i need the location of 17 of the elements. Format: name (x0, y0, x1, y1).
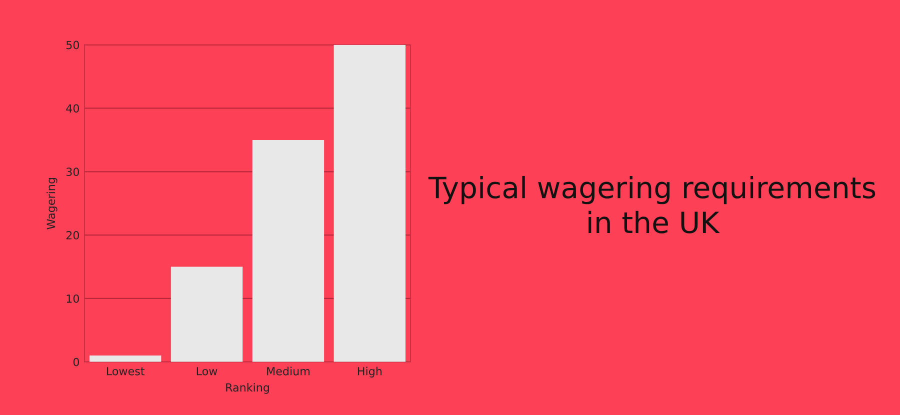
bar (170, 266, 243, 362)
x-tick-label: Lowest (106, 367, 144, 376)
y-tick-label: 40 (66, 104, 79, 113)
bar (252, 140, 324, 362)
x-tick-label: Medium (267, 366, 310, 376)
bar (89, 356, 162, 362)
x-tick-label: High (358, 366, 382, 378)
bar (334, 44, 406, 362)
y-tick-label: 10 (66, 294, 79, 303)
y-tick-label: 0 (73, 358, 79, 366)
text: Typical wagering requirements in the UK (428, 176, 876, 234)
y-axis-title: Wagering (46, 178, 58, 230)
y-tick-label: 50 (66, 40, 79, 50)
y-tick-label: 20 (66, 231, 79, 240)
x-tick-label: Low (196, 367, 218, 376)
y-tick-label: 30 (66, 168, 79, 176)
x-axis-title: Ranking (226, 383, 269, 394)
